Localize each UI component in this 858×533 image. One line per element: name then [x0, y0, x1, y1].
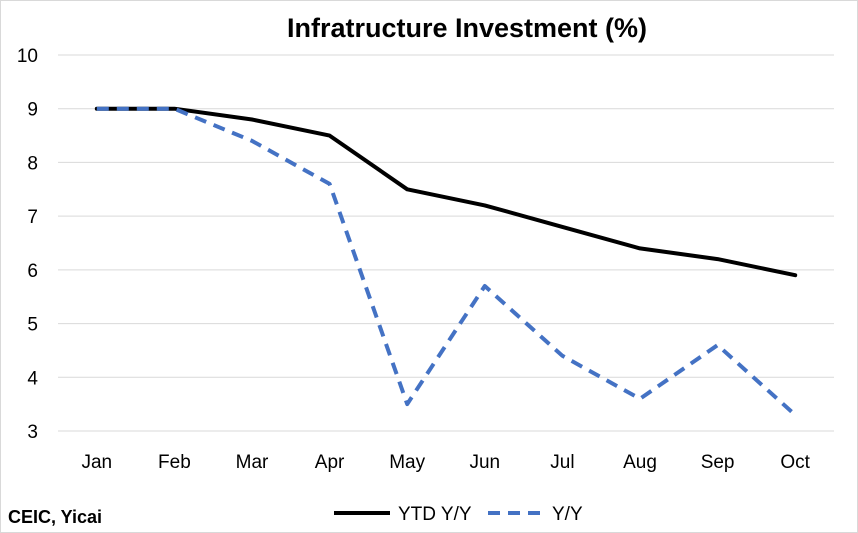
series-line-ytd-yy	[94, 106, 798, 278]
y-tick-label: 6	[27, 261, 38, 282]
y-tick-label: 3	[27, 422, 38, 443]
series-group	[94, 106, 798, 417]
x-tick-label: Jan	[81, 452, 112, 473]
legend-label: Y/Y	[552, 504, 583, 525]
x-tick-label: Sep	[701, 452, 735, 473]
y-tick-label: 7	[27, 207, 38, 228]
legend: YTD Y/Y Y/Y	[334, 504, 583, 525]
chart-title: Infratructure Investment (%)	[287, 13, 647, 43]
series-line-yy	[96, 106, 797, 417]
x-axis-ticks: Jan Feb Mar Apr May Jun Jul Aug Sep Oct	[81, 452, 810, 473]
x-tick-label: Oct	[780, 452, 810, 473]
x-tick-label: Aug	[623, 452, 657, 473]
y-tick-label: 9	[27, 100, 38, 121]
y-tick-label: 4	[27, 368, 38, 389]
x-tick-label: May	[389, 452, 425, 473]
x-tick-label: Jun	[469, 452, 500, 473]
source-note: CEIC, Yicai	[8, 507, 102, 527]
x-tick-label: Feb	[158, 452, 191, 473]
gridlines	[58, 54, 834, 432]
y-tick-label: 10	[17, 46, 38, 67]
legend-label: YTD Y/Y	[398, 504, 472, 525]
x-tick-label: Apr	[315, 452, 345, 473]
x-tick-label: Jul	[550, 452, 574, 473]
y-tick-label: 5	[27, 315, 38, 336]
x-tick-label: Mar	[236, 452, 269, 473]
y-axis-ticks: 3 4 5 6 7 8 9 10	[17, 46, 39, 443]
y-tick-label: 8	[27, 153, 38, 174]
